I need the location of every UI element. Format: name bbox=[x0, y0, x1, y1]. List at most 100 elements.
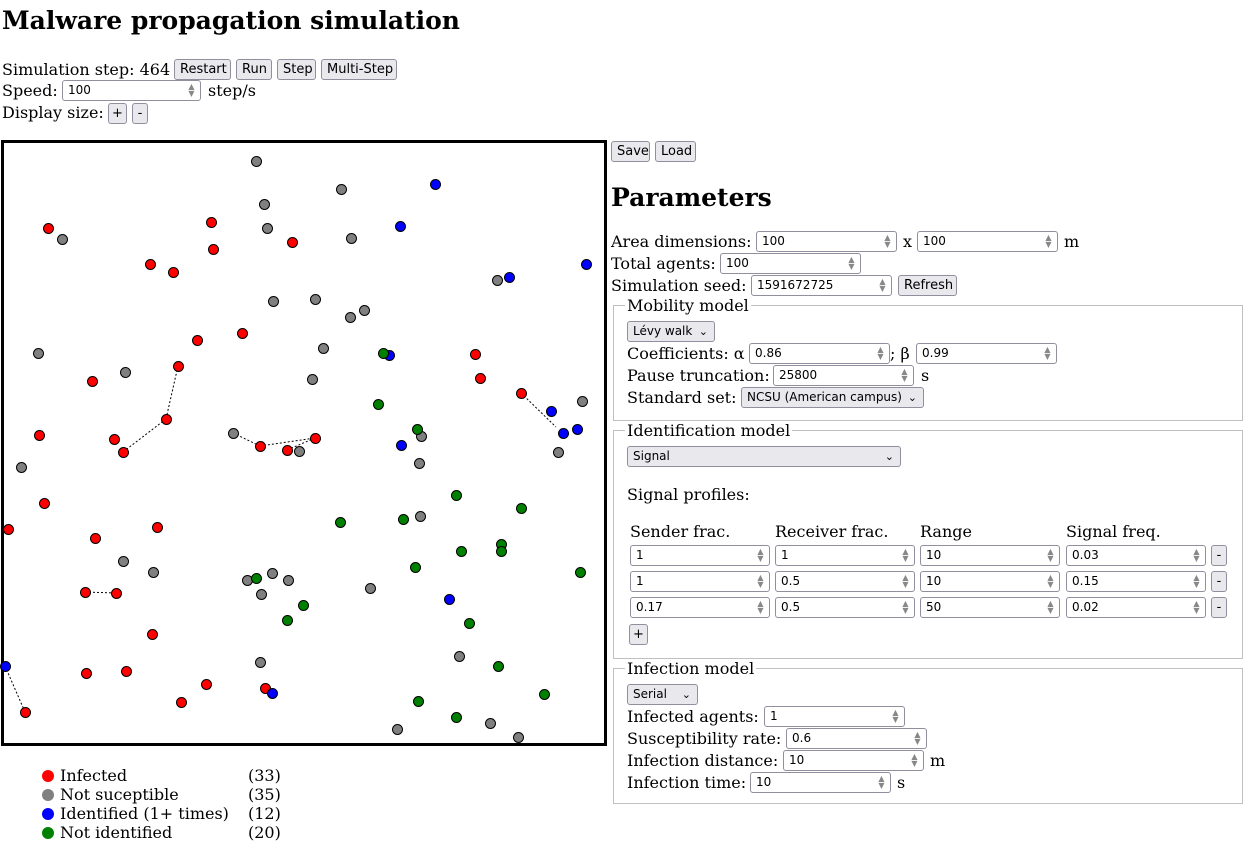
sender-frac-input[interactable]: 1 ▲ ▼ bbox=[630, 545, 770, 566]
restart-button[interactable]: Restart bbox=[174, 59, 231, 80]
signal-freq-input[interactable]: 0.03 ▲ ▼ bbox=[1066, 545, 1206, 566]
remove-profile-button[interactable]: - bbox=[1211, 545, 1227, 566]
spinner-icon[interactable]: ▲ ▼ bbox=[757, 599, 764, 615]
range-input[interactable]: 10 ▲ ▼ bbox=[920, 545, 1060, 566]
spinner-icon[interactable]: ▲ ▼ bbox=[877, 345, 884, 361]
infected-agent-dot bbox=[19, 706, 31, 718]
spinner-icon[interactable]: ▲ ▼ bbox=[1047, 547, 1054, 563]
infection-distance-input[interactable]: 10 ▲ ▼ bbox=[783, 750, 924, 771]
beta-input[interactable]: 0.99 ▲ ▼ bbox=[916, 343, 1057, 364]
seed-label: Simulation seed: bbox=[611, 276, 747, 295]
simulation-canvas[interactable] bbox=[0, 140, 607, 746]
spinner-icon[interactable]: ▲ ▼ bbox=[884, 233, 891, 249]
sender-frac-input[interactable]: 1 ▲ ▼ bbox=[630, 571, 770, 592]
pause-unit: s bbox=[921, 366, 930, 385]
infected-agent-dot bbox=[80, 667, 92, 679]
identified-agent-dot bbox=[0, 660, 11, 672]
not-susceptible-agent-dot bbox=[117, 555, 129, 567]
spinner-icon[interactable]: ▲ ▼ bbox=[902, 599, 909, 615]
not-identified-agent-dot bbox=[463, 617, 475, 629]
display-size-decrease-button[interactable]: - bbox=[132, 103, 148, 124]
spinner-icon[interactable]: ▲ ▼ bbox=[757, 547, 764, 563]
remove-profile-button[interactable]: - bbox=[1211, 571, 1227, 592]
spinner-icon[interactable]: ▲ ▼ bbox=[902, 547, 909, 563]
coefficients-label: Coefficients: α bbox=[627, 344, 745, 363]
not-identified-agent-dot bbox=[377, 347, 389, 359]
spinner-icon[interactable]: ▲ ▼ bbox=[1193, 599, 1200, 615]
save-button[interactable]: Save bbox=[611, 141, 650, 162]
spinner-icon[interactable]: ▲ ▼ bbox=[188, 82, 195, 98]
spinner-icon[interactable]: ▲ ▼ bbox=[757, 573, 764, 589]
pause-truncation-input[interactable]: 25800 ▲ ▼ bbox=[773, 365, 914, 386]
identified-color-swatch bbox=[42, 808, 54, 820]
not-susceptible-agent-dot bbox=[364, 582, 376, 594]
legend-label: Identified (1+ times) bbox=[60, 804, 229, 823]
spinner-icon[interactable]: ▲ ▼ bbox=[1044, 345, 1051, 361]
spinner-icon[interactable]: ▲ ▼ bbox=[879, 277, 886, 293]
not-identified-agent-dot bbox=[538, 688, 550, 700]
infected-agent-dot bbox=[191, 334, 203, 346]
receiver-frac-input[interactable]: 0.5 ▲ ▼ bbox=[775, 571, 915, 592]
infected-agent-dot bbox=[33, 429, 45, 441]
speed-input[interactable]: 100 ▲ ▼ bbox=[62, 80, 201, 101]
spinner-icon[interactable]: ▲ ▼ bbox=[914, 730, 921, 746]
chevron-down-icon: ⌄ bbox=[907, 391, 917, 404]
spinner-icon[interactable]: ▲ ▼ bbox=[902, 573, 909, 589]
run-button[interactable]: Run bbox=[236, 59, 272, 80]
spinner-icon[interactable]: ▲ ▼ bbox=[1193, 547, 1200, 563]
range-input[interactable]: 50 ▲ ▼ bbox=[920, 597, 1060, 618]
spinner-icon[interactable]: ▲ ▼ bbox=[911, 752, 918, 768]
spinner-icon[interactable]: ▲ ▼ bbox=[901, 367, 908, 383]
cell-value: 0.03 bbox=[1072, 548, 1099, 562]
standard-set-select[interactable]: NCSU (American campus) ⌄ bbox=[741, 387, 924, 408]
mobility-model-select[interactable]: Lévy walk ⌄ bbox=[627, 321, 715, 342]
not-susceptible-color-swatch bbox=[42, 789, 54, 801]
identification-model-select[interactable]: Signal ⌄ bbox=[627, 446, 901, 467]
area-height-input[interactable]: 100 ▲ ▼ bbox=[917, 231, 1058, 252]
sender-frac-input[interactable]: 0.17 ▲ ▼ bbox=[630, 597, 770, 618]
not-susceptible-agent-dot bbox=[453, 650, 465, 662]
range-input[interactable]: 10 ▲ ▼ bbox=[920, 571, 1060, 592]
spinner-icon[interactable]: ▲ ▼ bbox=[1045, 233, 1052, 249]
infection-model-select[interactable]: Serial ⌄ bbox=[627, 684, 698, 705]
add-profile-button[interactable]: + bbox=[629, 624, 648, 645]
remove-profile-button[interactable]: - bbox=[1211, 597, 1227, 618]
infected-agents-input[interactable]: 1 ▲ ▼ bbox=[764, 706, 905, 727]
seed-input[interactable]: 1591672725 ▲ ▼ bbox=[751, 275, 892, 296]
susceptibility-rate-input[interactable]: 0.6 ▲ ▼ bbox=[786, 728, 927, 749]
infected-agent-dot bbox=[515, 387, 527, 399]
legend-label: Infected bbox=[60, 766, 128, 785]
not-identified-agent-dot bbox=[412, 695, 424, 707]
not-susceptible-agent-dot bbox=[309, 293, 321, 305]
speed-label: Speed: bbox=[2, 81, 58, 100]
spinner-icon[interactable]: ▲ ▼ bbox=[1047, 599, 1054, 615]
infected-agent-dot bbox=[207, 243, 219, 255]
spinner-icon[interactable]: ▲ ▼ bbox=[1193, 573, 1200, 589]
total-agents-input[interactable]: 100 ▲ ▼ bbox=[720, 253, 861, 274]
infection-time-input[interactable]: 10 ▲ ▼ bbox=[750, 772, 891, 793]
step-button[interactable]: Step bbox=[277, 59, 316, 80]
spinner-icon[interactable]: ▲ ▼ bbox=[878, 774, 885, 790]
alpha-value: 0.86 bbox=[755, 346, 782, 360]
spinner-icon[interactable]: ▲ ▼ bbox=[848, 255, 855, 271]
identified-agent-dot bbox=[580, 258, 592, 270]
cell-value: 1 bbox=[781, 548, 789, 562]
load-button[interactable]: Load bbox=[655, 141, 696, 162]
infected-color-swatch bbox=[42, 770, 54, 782]
receiver-frac-input[interactable]: 1 ▲ ▼ bbox=[775, 545, 915, 566]
receiver-frac-input[interactable]: 0.5 ▲ ▼ bbox=[775, 597, 915, 618]
alpha-input[interactable]: 0.86 ▲ ▼ bbox=[749, 343, 890, 364]
cell-value: 1 bbox=[636, 574, 644, 588]
signal-freq-input[interactable]: 0.15 ▲ ▼ bbox=[1066, 571, 1206, 592]
area-width-input[interactable]: 100 ▲ ▼ bbox=[756, 231, 897, 252]
infected-agents-value: 1 bbox=[770, 709, 778, 723]
not-identified-agent-dot bbox=[409, 561, 421, 573]
identified-agent-dot bbox=[571, 423, 583, 435]
display-size-increase-button[interactable]: + bbox=[108, 103, 127, 124]
multistep-button[interactable]: Multi-Step bbox=[321, 59, 397, 80]
standard-set-value: NCSU (American campus) bbox=[747, 390, 902, 404]
spinner-icon[interactable]: ▲ ▼ bbox=[1047, 573, 1054, 589]
refresh-seed-button[interactable]: Refresh bbox=[898, 275, 957, 296]
signal-freq-input[interactable]: 0.02 ▲ ▼ bbox=[1066, 597, 1206, 618]
spinner-icon[interactable]: ▲ ▼ bbox=[892, 708, 899, 724]
